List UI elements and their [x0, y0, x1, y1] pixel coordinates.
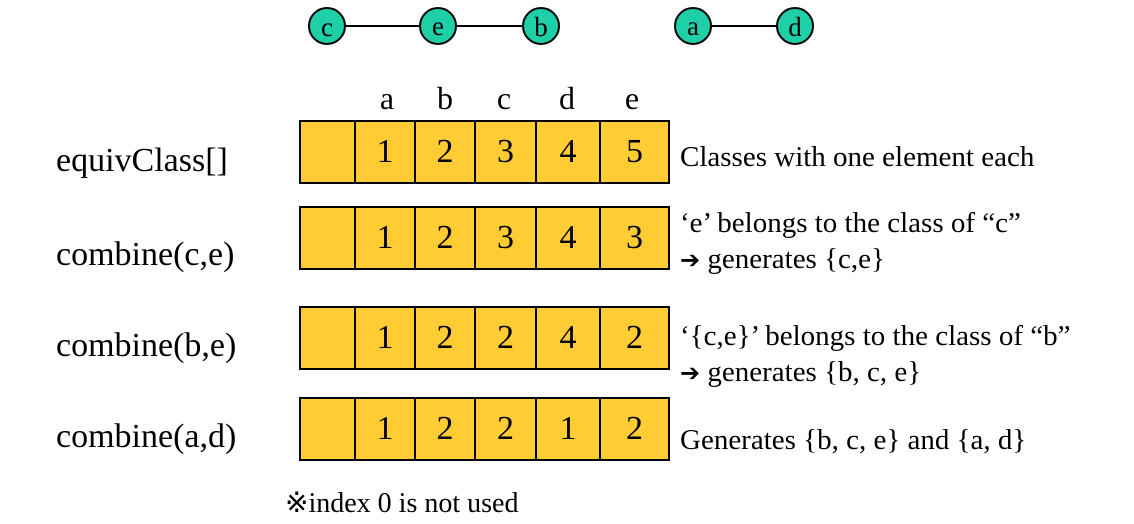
note-line: ‘{c,e}’ belongs to the class of “b”	[680, 320, 1071, 352]
array-cell: 5	[599, 122, 668, 182]
note-line: ➔ generates {b, c, e}	[680, 356, 922, 388]
svg-text:c: c	[321, 12, 333, 42]
array-cell: 1	[354, 308, 414, 368]
svg-text:a: a	[687, 11, 699, 41]
array-cell-index-0	[301, 122, 354, 182]
row-note-combine-c-e: ‘e’ belongs to the class of “c” ➔ genera…	[680, 205, 1021, 278]
array-cell: 4	[535, 308, 599, 368]
array-cell: 1	[354, 399, 414, 459]
node-d: d	[776, 7, 814, 45]
footnote: ※index 0 is not used	[285, 488, 519, 519]
arrow-icon: ➔	[680, 359, 701, 387]
array-row-combine-b-e: 1 2 2 4 2	[299, 306, 670, 370]
array-cell: 2	[414, 208, 474, 268]
row-label-combine-a-d: combine(a,d)	[56, 418, 237, 455]
component-graph: c e b a d	[308, 7, 814, 45]
note-line: ‘e’ belongs to the class of “c”	[680, 207, 1021, 239]
array-cell: 2	[599, 308, 668, 368]
node-a: a	[674, 7, 712, 45]
array-cell-index-0	[301, 208, 354, 268]
array-cell: 2	[414, 399, 474, 459]
column-header-a: a	[379, 80, 395, 116]
array-cell: 1	[354, 122, 414, 182]
note-line: Classes with one element each	[680, 141, 1035, 173]
row-label-combine-b-e: combine(b,e)	[56, 327, 237, 364]
array-cell: 1	[535, 399, 599, 459]
column-header-c: c	[496, 80, 512, 116]
array-cell: 2	[414, 308, 474, 368]
array-row-combine-a-d: 1 2 2 1 2	[299, 397, 670, 461]
array-cell: 2	[414, 122, 474, 182]
array-cell-index-0	[301, 399, 354, 459]
array-cell: 2	[474, 308, 535, 368]
column-header-d: d	[559, 80, 575, 116]
array-cell: 2	[599, 399, 668, 459]
row-label-equivclass: equivClass[]	[56, 142, 228, 179]
array-row-initial: 1 2 3 4 5	[299, 120, 670, 184]
array-cell: 3	[474, 122, 535, 182]
array-cell: 1	[354, 208, 414, 268]
row-note-combine-a-d: Generates {b, c, e} and {a, d}	[680, 422, 1026, 458]
array-cell-index-0	[301, 308, 354, 368]
row-note-combine-b-e: ‘{c,e}’ belongs to the class of “b” ➔ ge…	[680, 318, 1070, 391]
note-line: Generates {b, c, e} and {a, d}	[680, 424, 1027, 456]
array-cell: 4	[535, 122, 599, 182]
note-line: ➔ generates {c,e}	[680, 243, 885, 275]
svg-text:e: e	[432, 11, 444, 41]
array-row-combine-c-e: 1 2 3 4 3	[299, 206, 670, 270]
svg-text:b: b	[534, 12, 548, 42]
column-header-e: e	[624, 80, 640, 116]
array-cell: 4	[535, 208, 599, 268]
array-cell: 3	[599, 208, 668, 268]
row-note-initial: Classes with one element each	[680, 139, 1034, 175]
column-header-b: b	[437, 80, 453, 116]
arrow-icon: ➔	[680, 246, 701, 274]
svg-text:d: d	[788, 12, 802, 42]
node-e: e	[419, 7, 457, 45]
array-cell: 3	[474, 208, 535, 268]
row-label-combine-c-e: combine(c,e)	[56, 236, 235, 273]
array-cell: 2	[474, 399, 535, 459]
node-c: c	[308, 7, 346, 45]
node-b: b	[522, 7, 560, 45]
